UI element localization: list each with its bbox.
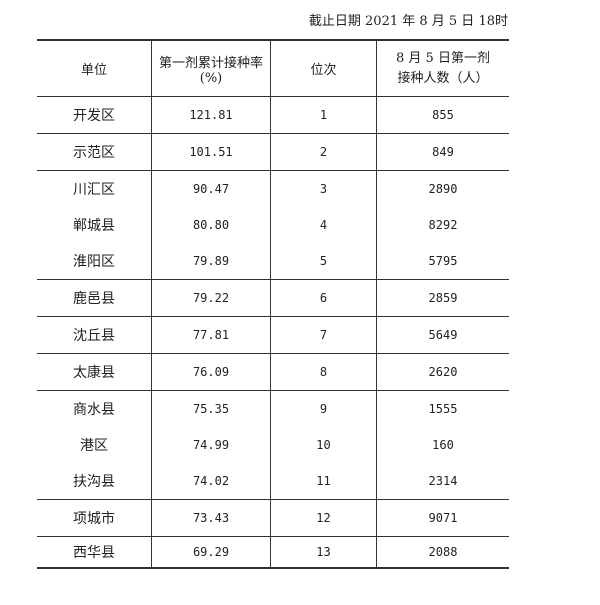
header-daily-count-line1: 8 月 5 日第一剂 bbox=[396, 50, 490, 66]
table-row: 淮阳区 79.89 5 5795 bbox=[37, 243, 509, 280]
cell-rank: 7 bbox=[271, 317, 377, 353]
cell-unit: 淮阳区 bbox=[37, 243, 152, 279]
table-row: 港区 74.99 10 160 bbox=[37, 427, 509, 463]
cell-rate: 76.09 bbox=[152, 354, 271, 390]
cell-rank: 13 bbox=[271, 537, 377, 567]
cell-daily-count: 160 bbox=[432, 438, 454, 452]
cell-rate: 101.51 bbox=[152, 134, 271, 170]
cell-unit: 西华县 bbox=[37, 537, 152, 567]
header-rate: 第一剂累计接种率(%) bbox=[152, 41, 271, 96]
cell-rank: 4 bbox=[271, 207, 377, 243]
cell-unit: 商水县 bbox=[37, 391, 152, 427]
cell-daily-count: 5649 bbox=[428, 328, 458, 342]
cell-rank: 5 bbox=[271, 243, 377, 279]
cell-rank: 8 bbox=[271, 354, 377, 390]
cell-rank: 10 bbox=[271, 427, 377, 463]
cell-daily-count: 5795 bbox=[428, 254, 458, 268]
cell-rank: 11 bbox=[271, 463, 377, 499]
cell-rate: 77.81 bbox=[152, 317, 271, 353]
header-rank: 位次 bbox=[271, 41, 377, 96]
table-row: 开发区 121.81 1 855 bbox=[37, 97, 509, 134]
cell-rank: 3 bbox=[271, 171, 377, 207]
cell-unit: 项城市 bbox=[37, 500, 152, 536]
table-row: 太康县 76.09 8 2620 bbox=[37, 354, 509, 391]
cell-daily-count: 2314 bbox=[428, 474, 458, 488]
table-row: 川汇区 90.47 3 2890 bbox=[37, 171, 509, 207]
cell-daily-count: 1555 bbox=[428, 402, 458, 416]
cell-unit: 沈丘县 bbox=[37, 317, 152, 353]
table-row: 商水县 75.35 9 1555 bbox=[37, 391, 509, 427]
cell-rate: 69.29 bbox=[152, 537, 271, 567]
table-row: 项城市 73.43 12 9071 bbox=[37, 500, 509, 537]
cell-unit: 扶沟县 bbox=[37, 463, 152, 499]
cell-unit: 开发区 bbox=[37, 97, 152, 133]
cell-rate: 80.80 bbox=[152, 207, 271, 243]
table-row: 西华县 69.29 13 2088 bbox=[37, 537, 509, 567]
table-row: 郸城县 80.80 4 8292 bbox=[37, 207, 509, 243]
cell-daily-count: 8292 bbox=[428, 218, 458, 232]
cell-rank: 9 bbox=[271, 391, 377, 427]
cell-unit: 港区 bbox=[37, 427, 152, 463]
cell-daily-count: 855 bbox=[432, 108, 454, 122]
cell-daily-count: 2859 bbox=[428, 291, 458, 305]
cell-rate: 79.22 bbox=[152, 280, 271, 316]
table-header-row: 单位 第一剂累计接种率(%) 位次 8 月 5 日第一剂 接种人数（人） bbox=[37, 41, 509, 97]
cell-unit: 川汇区 bbox=[37, 171, 152, 207]
cell-rank: 1 bbox=[271, 97, 377, 133]
cell-rate: 74.99 bbox=[152, 427, 271, 463]
cell-daily-count: 2088 bbox=[428, 545, 458, 559]
table-row: 鹿邑县 79.22 6 2859 bbox=[37, 280, 509, 317]
cell-rate: 121.81 bbox=[152, 97, 271, 133]
cell-rate: 74.02 bbox=[152, 463, 271, 499]
cell-rank: 2 bbox=[271, 134, 377, 170]
cell-daily-count: 849 bbox=[432, 145, 454, 159]
table-row: 示范区 101.51 2 849 bbox=[37, 134, 509, 171]
cell-unit: 郸城县 bbox=[37, 207, 152, 243]
cell-unit: 太康县 bbox=[37, 354, 152, 390]
cell-daily-count: 2620 bbox=[428, 365, 458, 379]
cell-rate: 79.89 bbox=[152, 243, 271, 279]
cell-rate: 73.43 bbox=[152, 500, 271, 536]
header-daily-count-line2: 接种人数（人） bbox=[397, 70, 489, 86]
header-daily-count: 8 月 5 日第一剂 接种人数（人） bbox=[377, 41, 509, 96]
vaccination-table: 单位 第一剂累计接种率(%) 位次 8 月 5 日第一剂 接种人数（人） 开发区… bbox=[37, 39, 509, 569]
table-row: 扶沟县 74.02 11 2314 bbox=[37, 463, 509, 500]
cell-rate: 75.35 bbox=[152, 391, 271, 427]
cutoff-date-caption: 截止日期 2021 年 8 月 5 日 18时 bbox=[308, 14, 508, 29]
cell-unit: 鹿邑县 bbox=[37, 280, 152, 316]
cell-rate: 90.47 bbox=[152, 171, 271, 207]
table-row: 沈丘县 77.81 7 5649 bbox=[37, 317, 509, 354]
cell-unit: 示范区 bbox=[37, 134, 152, 170]
cell-rank: 6 bbox=[271, 280, 377, 316]
header-unit: 单位 bbox=[37, 41, 152, 96]
cell-daily-count: 9071 bbox=[428, 511, 458, 525]
cell-daily-count: 2890 bbox=[428, 182, 458, 196]
cell-rank: 12 bbox=[271, 500, 377, 536]
